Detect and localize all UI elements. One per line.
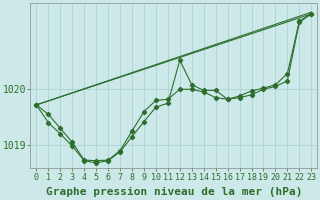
- X-axis label: Graphe pression niveau de la mer (hPa): Graphe pression niveau de la mer (hPa): [45, 187, 302, 197]
